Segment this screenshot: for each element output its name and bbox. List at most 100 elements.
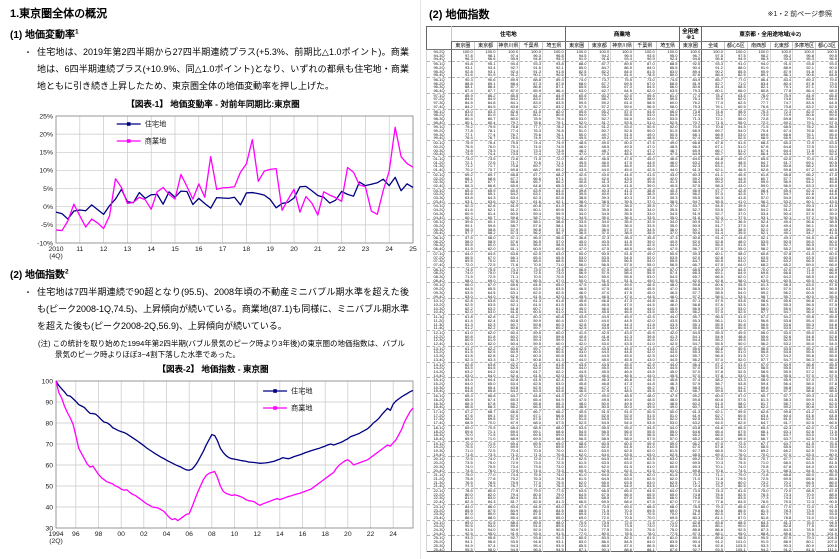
index-value: 61.6 xyxy=(792,413,816,418)
index-value: 85.5 xyxy=(564,543,588,548)
index-value: 64.6 xyxy=(701,425,725,430)
index-value: 36.0 xyxy=(610,223,634,228)
index-value: 71.2 xyxy=(451,164,475,169)
bullet-icon: ・ xyxy=(24,48,32,57)
index-value: 46.2 xyxy=(564,385,588,390)
index-value: 53.1 xyxy=(746,215,770,221)
index-value: 64.3 xyxy=(542,393,566,398)
index-value: 60.5 xyxy=(724,413,748,418)
index-value: 34.0 xyxy=(633,208,657,212)
index-value: 72.0 xyxy=(564,524,588,529)
index-value: 93.4 xyxy=(610,57,634,63)
index-value: 75.8 xyxy=(451,476,475,481)
index-value: 34.5 xyxy=(564,215,588,221)
index-value: 87.5 xyxy=(724,512,748,516)
index-value: 79.7 xyxy=(496,120,520,126)
index-value: 65.0 xyxy=(496,188,520,193)
index-value: 61.5 xyxy=(701,405,725,411)
index-value: 92.7 xyxy=(496,535,520,541)
index-value: 83.0 xyxy=(542,504,566,509)
quarter-label: 02-2Q xyxy=(426,176,452,181)
index-value: 54.5 xyxy=(815,136,839,142)
index-value: 65.7 xyxy=(701,152,725,158)
index-value: 83.0 xyxy=(451,109,475,114)
index-value: 49.5 xyxy=(610,144,634,149)
index-value: 51.0 xyxy=(724,350,748,355)
index-value: 56.7 xyxy=(678,247,702,252)
index-value: 73.4 xyxy=(496,464,520,469)
index-value: 96.3 xyxy=(746,57,770,63)
index-value: 73.2 xyxy=(746,480,770,485)
index-value: 65.9 xyxy=(496,183,520,189)
index-value: 41.3 xyxy=(587,180,611,184)
index-value: 95.0 xyxy=(473,531,497,537)
index-value: 61.5 xyxy=(792,287,816,291)
index-value: 59.5 xyxy=(451,243,475,248)
index-value: 61.0 xyxy=(451,342,475,347)
index-value: 56.0 xyxy=(724,116,748,121)
quarter-label: 19-1Q xyxy=(426,441,452,446)
quarter-label: 97-2Q xyxy=(426,97,452,102)
table-row: 08-1Q 74.5 75.5 74.1 73.0 73.5 56.5 57.5 58.0 55.… xyxy=(426,267,839,272)
index-value: 92.5 xyxy=(815,508,839,513)
table-row: 96-1Q 90.3 90.6 89.9 88.8 89.3 74.0 73.7 75.5 73.… xyxy=(426,77,839,82)
index-value: 71.0 xyxy=(746,461,770,465)
quarter-label: 15-1Q xyxy=(426,377,452,383)
index-value: 91.9 xyxy=(564,57,588,63)
index-value: 41.5 xyxy=(633,326,657,331)
index-value: 55.0 xyxy=(610,425,634,430)
index-value: 86.5 xyxy=(815,484,839,490)
index-value: 87.0 xyxy=(610,543,634,548)
index-value: 51.5 xyxy=(724,354,748,358)
quarter-label: 19-3Q xyxy=(426,449,452,453)
index-value: 66.0 xyxy=(724,89,748,94)
index-value: 46.5 xyxy=(610,306,634,311)
index-value: 64.0 xyxy=(610,484,634,490)
index-value: 59.5 xyxy=(633,441,657,446)
index-value: 74.3 xyxy=(769,496,793,501)
quarter-label: 04-2Q xyxy=(426,208,452,212)
index-value: 65.9 xyxy=(678,148,702,153)
index-value: 89.5 xyxy=(519,520,543,525)
quarter-label: 99-3Q xyxy=(426,132,452,137)
index-value: 71.6 xyxy=(496,262,520,268)
index-value: 53.8 xyxy=(769,350,793,355)
index-value: 72.5 xyxy=(724,441,748,446)
index-value: 57.5 xyxy=(610,262,634,268)
index-value: 55.3 xyxy=(792,322,816,327)
index-value: 60.2 xyxy=(496,334,520,339)
index-value: 58.3 xyxy=(678,385,702,390)
index-value: 80.3 xyxy=(678,515,702,521)
svg-text:60: 60 xyxy=(45,462,53,469)
index-value: 57.3 xyxy=(701,306,725,311)
index-value: 63.3 xyxy=(792,183,816,189)
index-value: 54.5 xyxy=(701,203,725,209)
index-value: 84.9 xyxy=(496,508,520,513)
index-value: 36.8 xyxy=(564,235,588,240)
index-value: 52.4 xyxy=(701,215,725,221)
index-value: 70.4 xyxy=(746,129,770,133)
column-header: 東京圏 xyxy=(678,41,702,50)
table-row: 15-3Q 64.4 65.4 63.8 62.9 63.4 46.2 47.2 47.7 45.… xyxy=(426,385,839,390)
index-value: 79.3 xyxy=(792,535,816,541)
index-value: 70.8 xyxy=(496,164,520,169)
index-value: 34.0 xyxy=(564,211,588,216)
index-value: 42.5 xyxy=(633,314,657,319)
index-value: 60.5 xyxy=(655,445,679,450)
index-value: 74.6 xyxy=(701,109,725,114)
index-value: 62.2 xyxy=(542,369,566,374)
index-value: 81.2 xyxy=(678,512,702,516)
index-value: 59.7 xyxy=(519,326,543,331)
index-value: 57.0 xyxy=(701,192,725,197)
index-value: 74.0 xyxy=(724,445,748,450)
index-value: 48.0 xyxy=(655,282,679,288)
index-value: 66.6 xyxy=(496,409,520,414)
index-value: 61.6 xyxy=(519,199,543,205)
index-value: 70.9 xyxy=(769,113,793,117)
index-value: 44.5 xyxy=(587,314,611,319)
index-value: 47.2 xyxy=(633,148,657,153)
index-value: 67.0 xyxy=(633,81,657,86)
index-value: 65.8 xyxy=(542,405,566,411)
index-value: 69.5 xyxy=(724,436,748,442)
index-value: 65.3 xyxy=(542,401,566,406)
